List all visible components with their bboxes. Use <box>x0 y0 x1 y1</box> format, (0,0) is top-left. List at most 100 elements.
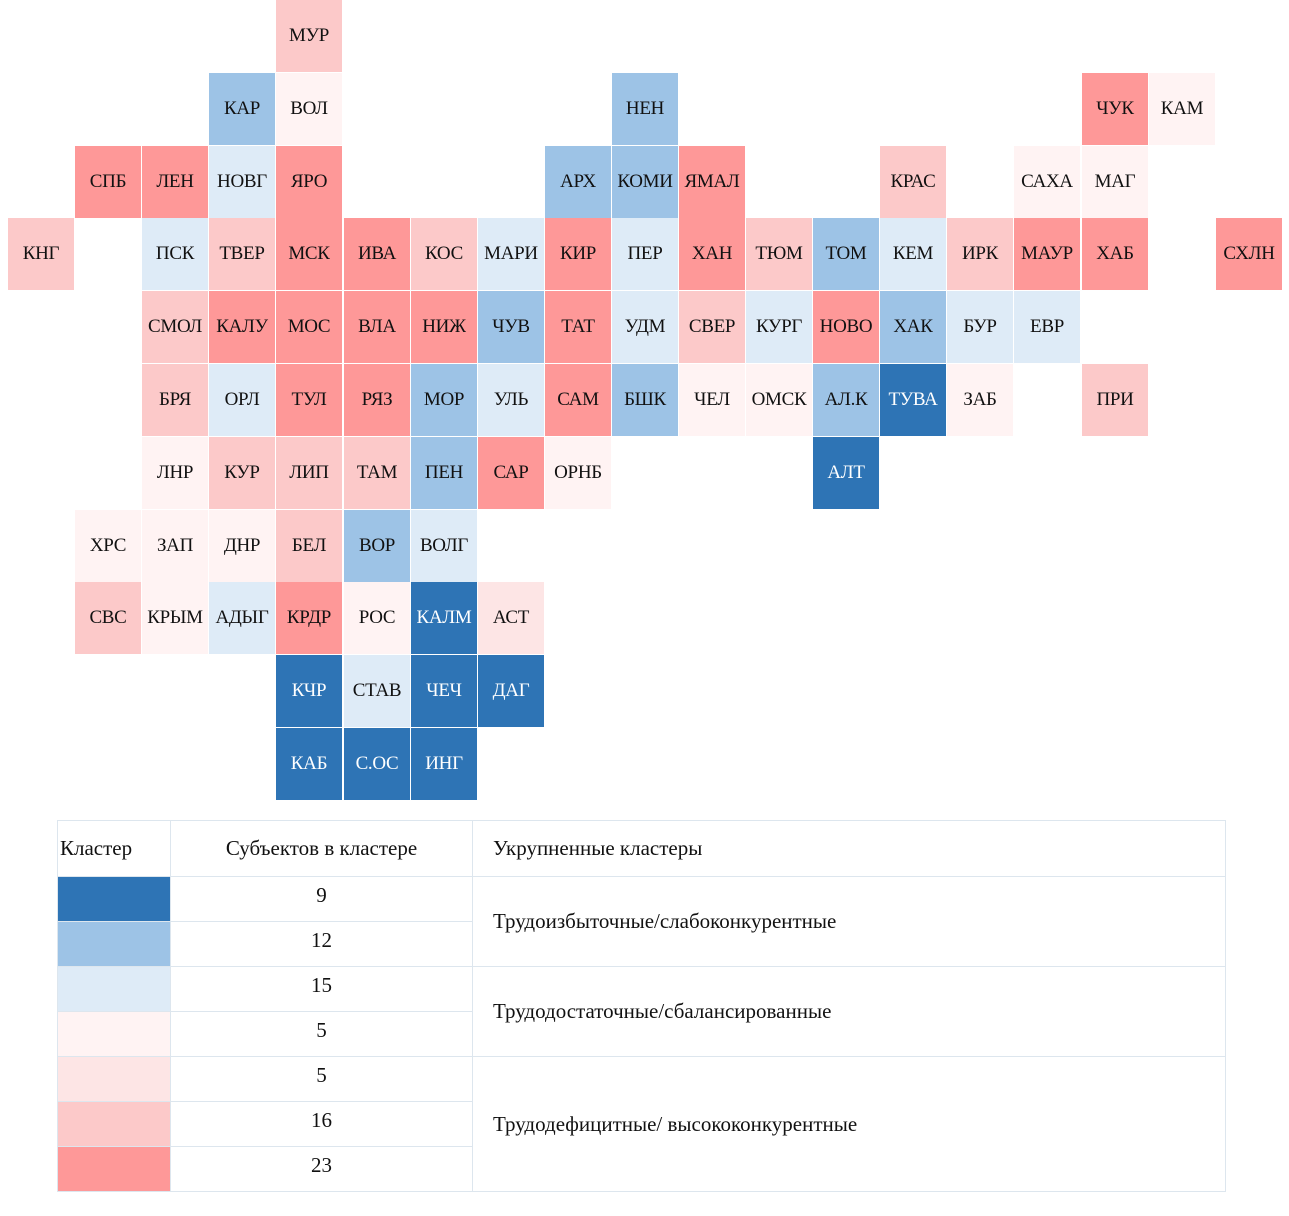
legend-count: 23 <box>170 1146 473 1192</box>
region-tile: ЧЕЧ <box>411 655 477 727</box>
region-tile: ТАТ <box>545 291 611 363</box>
region-tile: ИВА <box>344 218 410 290</box>
legend-row: 16 <box>57 1101 1226 1147</box>
region-tile: КЕМ <box>880 218 946 290</box>
legend-row: 5 Трудодефицитные/ высококонкурентные <box>57 1056 1226 1192</box>
region-tile: АЛ.К <box>813 364 879 436</box>
region-tile: ХАК <box>880 291 946 363</box>
region-tile-map: МУР КАР ВОЛ НЕН ЧУК КАМ СПБ ЛЕН НОВГ ЯРО АРХ КОМИ ЯМ… <box>8 0 1282 800</box>
region-tile: ОМСК <box>746 364 812 436</box>
region-tile: КАЛМ <box>411 582 477 654</box>
region-tile: С.ОС <box>344 728 410 800</box>
region-tile: БРЯ <box>142 364 208 436</box>
region-tile: ИНГ <box>411 728 477 800</box>
region-tile: ЗАП <box>142 510 208 582</box>
region-tile: РЯЗ <box>344 364 410 436</box>
region-tile: ОРНБ <box>545 437 611 509</box>
region-tile: БЕЛ <box>276 510 342 582</box>
legend-swatch-c2 <box>57 921 171 967</box>
legend-row: 5 <box>57 1011 1226 1057</box>
legend-group-surplus: Трудоизбыточные/слабоконкурентные <box>472 876 1226 967</box>
region-tile: ВОР <box>344 510 410 582</box>
legend-swatch-c6 <box>57 1101 171 1147</box>
legend-swatch-c7 <box>57 1146 171 1192</box>
region-tile: СПБ <box>75 146 141 218</box>
region-tile: САР <box>478 437 544 509</box>
region-tile: КУР <box>209 437 275 509</box>
region-tile: ПСК <box>142 218 208 290</box>
region-tile: ОРЛ <box>209 364 275 436</box>
legend-header-row: Кластер Субъектов в кластере Укрупненные… <box>57 820 1226 877</box>
region-tile: САХА <box>1014 146 1080 218</box>
region-tile: НОВО <box>813 291 879 363</box>
region-tile: СВС <box>75 582 141 654</box>
region-tile: САМ <box>545 364 611 436</box>
region-tile: МУР <box>276 0 342 72</box>
legend-swatch-c1 <box>57 876 171 922</box>
region-tile: НЕН <box>612 73 678 145</box>
region-tile: ЧЕЛ <box>679 364 745 436</box>
region-tile: НОВГ <box>209 146 275 218</box>
region-tile: ЕВР <box>1014 291 1080 363</box>
region-tile: ЯМАЛ <box>679 146 745 218</box>
region-tile: ТУВА <box>880 364 946 436</box>
region-tile: ХАБ <box>1082 218 1148 290</box>
region-tile: МОР <box>411 364 477 436</box>
legend-header-cluster: Кластер <box>57 820 171 877</box>
region-tile: КИР <box>545 218 611 290</box>
region-tile: ВОЛ <box>276 73 342 145</box>
region-tile: ПЕР <box>612 218 678 290</box>
legend-count: 12 <box>170 921 473 967</box>
legend-swatch-c4 <box>57 1011 171 1057</box>
region-tile: ЛЕН <box>142 146 208 218</box>
region-tile: КНГ <box>8 218 74 290</box>
region-tile: ЛНР <box>142 437 208 509</box>
region-tile: МОС <box>276 291 342 363</box>
region-tile: ТУЛ <box>276 364 342 436</box>
region-tile: АЛТ <box>813 437 879 509</box>
region-tile: ПЕН <box>411 437 477 509</box>
region-tile: БШК <box>612 364 678 436</box>
region-tile: ХРС <box>75 510 141 582</box>
region-tile: ПРИ <box>1082 364 1148 436</box>
region-tile: ДАГ <box>478 655 544 727</box>
region-tile: УЛЬ <box>478 364 544 436</box>
region-tile: ЯРО <box>276 146 342 218</box>
region-tile: СХЛН <box>1216 218 1282 290</box>
region-tile: КРАС <box>880 146 946 218</box>
legend-header-count: Субъектов в кластере <box>170 820 473 877</box>
legend-group-balanced: Трудодостаточные/сбалансированные <box>472 966 1226 1057</box>
region-tile: ЗАБ <box>947 364 1013 436</box>
region-tile: МАРИ <box>478 218 544 290</box>
region-tile: КАБ <box>276 728 342 800</box>
legend-count: 15 <box>170 966 473 1012</box>
region-tile: НИЖ <box>411 291 477 363</box>
legend-row: 23 <box>57 1146 1226 1192</box>
region-tile: ИРК <box>947 218 1013 290</box>
region-tile: КАР <box>209 73 275 145</box>
region-tile: КЧР <box>276 655 342 727</box>
region-tile: ВОЛГ <box>411 510 477 582</box>
legend-count: 16 <box>170 1101 473 1147</box>
region-tile: ВЛА <box>344 291 410 363</box>
region-tile: КАМ <box>1149 73 1215 145</box>
legend-swatch-c5 <box>57 1056 171 1102</box>
region-tile: СТАВ <box>344 655 410 727</box>
region-tile: АРХ <box>545 146 611 218</box>
region-tile: ТОМ <box>813 218 879 290</box>
region-tile: УДМ <box>612 291 678 363</box>
region-tile: СВЕР <box>679 291 745 363</box>
legend-row: 9 Трудоизбыточные/слабоконкурентные <box>57 876 1226 967</box>
region-tile: КУРГ <box>746 291 812 363</box>
region-tile: ЧУК <box>1082 73 1148 145</box>
region-tile: ДНР <box>209 510 275 582</box>
legend-row: 12 <box>57 921 1226 967</box>
legend-table: Кластер Субъектов в кластере Укрупненные… <box>57 820 1226 1192</box>
region-tile: КАЛУ <box>209 291 275 363</box>
region-tile: КОС <box>411 218 477 290</box>
legend-count: 9 <box>170 876 473 922</box>
legend-group-deficit: Трудодефицитные/ высококонкурентные <box>472 1056 1226 1192</box>
region-tile: ТЮМ <box>746 218 812 290</box>
region-tile: МАГ <box>1082 146 1148 218</box>
region-tile: ЧУВ <box>478 291 544 363</box>
